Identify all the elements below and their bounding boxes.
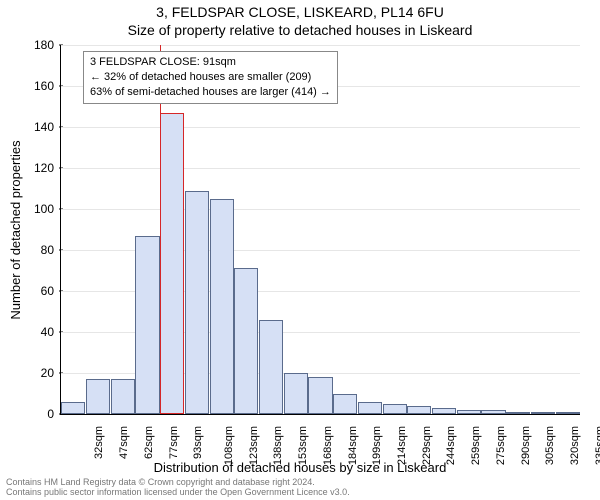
bar <box>407 406 431 414</box>
x-tick-label: 62sqm <box>143 426 155 459</box>
bar <box>308 377 332 414</box>
bar <box>135 236 159 414</box>
y-tick-label: 160 <box>0 79 54 93</box>
y-tick-label: 40 <box>0 325 54 339</box>
y-tick-label: 180 <box>0 38 54 52</box>
bar <box>432 408 456 414</box>
annotation-line1: 3 FELDSPAR CLOSE: 91sqm <box>90 55 331 70</box>
bar <box>457 410 481 414</box>
bar <box>358 402 382 414</box>
bar <box>481 410 505 414</box>
bar <box>210 199 234 414</box>
x-tick-label: 93sqm <box>192 426 204 459</box>
chart-title-subtitle: Size of property relative to detached ho… <box>0 22 600 38</box>
bar <box>383 404 407 414</box>
y-tick-label: 80 <box>0 243 54 257</box>
bar <box>259 320 283 414</box>
bar <box>333 394 357 415</box>
annotation-line3: 63% of semi-detached houses are larger (… <box>90 85 331 100</box>
plot-area: 3 FELDSPAR CLOSE: 91sqm ← 32% of detache… <box>60 45 580 415</box>
bar <box>506 412 530 414</box>
y-tick-label: 100 <box>0 202 54 216</box>
chart-container: 3, FELDSPAR CLOSE, LISKEARD, PL14 6FU Si… <box>0 0 600 500</box>
x-axis-label: Distribution of detached houses by size … <box>0 460 600 475</box>
chart-title-address: 3, FELDSPAR CLOSE, LISKEARD, PL14 6FU <box>0 4 600 20</box>
bar <box>111 379 135 414</box>
x-tick-label: 32sqm <box>93 426 105 459</box>
y-tick-label: 20 <box>0 366 54 380</box>
bar <box>185 191 209 414</box>
bar <box>234 268 258 414</box>
annotation-box: 3 FELDSPAR CLOSE: 91sqm ← 32% of detache… <box>83 51 338 104</box>
bar <box>284 373 308 414</box>
x-tick-label: 77sqm <box>168 426 180 459</box>
bar <box>61 402 85 414</box>
y-tick-label: 0 <box>0 407 54 421</box>
y-tick-label: 120 <box>0 161 54 175</box>
footer-line2: Contains public sector information licen… <box>6 488 350 498</box>
x-tick-label: 47sqm <box>118 426 130 459</box>
y-tick-label: 60 <box>0 284 54 298</box>
bar <box>86 379 110 414</box>
footer: Contains HM Land Registry data © Crown c… <box>6 478 350 498</box>
bar <box>531 412 555 414</box>
y-tick-label: 140 <box>0 120 54 134</box>
bar <box>160 113 184 414</box>
bar <box>556 412 580 414</box>
annotation-line2: ← 32% of detached houses are smaller (20… <box>90 70 331 85</box>
